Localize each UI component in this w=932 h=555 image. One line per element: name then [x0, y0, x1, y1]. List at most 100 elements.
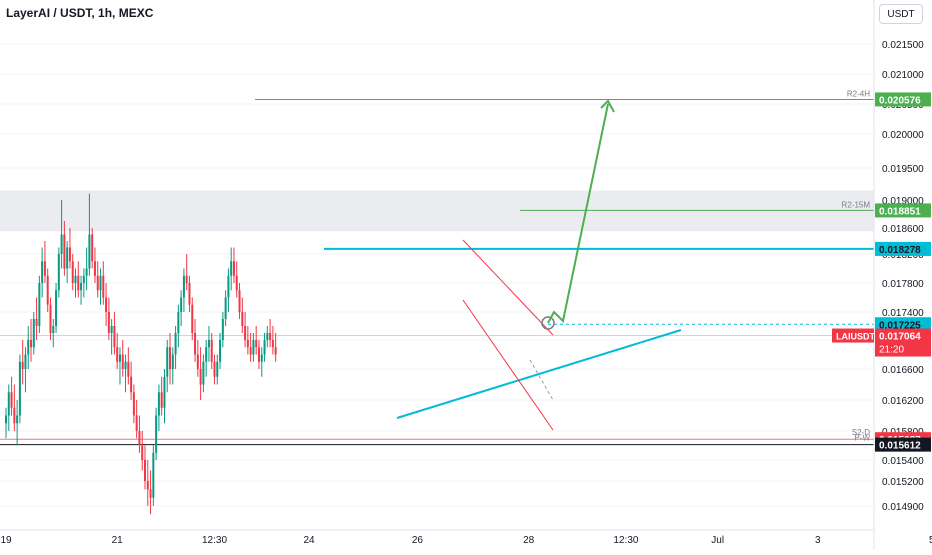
time-tick-label: 24 — [303, 535, 315, 546]
candle-body — [221, 319, 224, 340]
time-tick-label: Jul — [711, 535, 724, 546]
channel-upper-line — [462, 239, 554, 336]
candle-body — [77, 275, 80, 291]
price-tick-label: 0.016200 — [882, 396, 924, 407]
candle-body — [88, 234, 91, 269]
price-tick-label: 0.018600 — [882, 224, 924, 235]
candle-body — [113, 326, 116, 348]
candle-body — [55, 290, 58, 326]
price-badge-bg — [875, 203, 931, 218]
projected-path — [547, 103, 609, 324]
candle-body — [146, 481, 149, 490]
candle-body — [255, 340, 258, 348]
candle-body — [57, 254, 60, 291]
time-tick-label: 12:30 — [613, 535, 638, 546]
candle-body — [202, 361, 205, 385]
candle-body — [43, 261, 46, 276]
candle-body — [238, 290, 241, 312]
candle-body — [230, 261, 233, 276]
time-tick-label: 28 — [523, 535, 535, 546]
candle-body — [16, 415, 19, 424]
candle-body — [46, 275, 49, 305]
price-badge-value: 0.018851 — [879, 206, 921, 217]
price-tick-label: 0.016600 — [882, 365, 924, 376]
candle-body — [266, 333, 269, 340]
candle-body — [68, 247, 71, 262]
price-axis-bg — [874, 0, 932, 550]
price-tick-label: 0.015400 — [882, 456, 924, 467]
time-tick-label: 3 — [815, 535, 821, 546]
currency-selector[interactable]: USDT — [879, 4, 923, 24]
candle-body — [196, 354, 199, 369]
candle-body — [252, 340, 255, 355]
candles — [5, 193, 277, 515]
symbol-badge-bg — [832, 328, 874, 343]
time-tick-label: 19 — [0, 535, 12, 546]
candle-body — [205, 347, 208, 362]
time-tick-label: 12:30 — [202, 535, 227, 546]
candle-body — [74, 275, 77, 283]
candle-body — [274, 347, 277, 355]
candle-body — [5, 415, 7, 424]
candle-body — [66, 247, 69, 269]
level-label: R2-15M — [842, 200, 871, 209]
candle-body — [155, 415, 158, 453]
candle-body — [171, 354, 174, 369]
candle-body — [107, 312, 110, 333]
price-badge-value: 0.018278 — [879, 245, 921, 256]
level-label: R2-4H — [847, 89, 870, 98]
candle-body — [271, 340, 274, 348]
countdown-timer: 21:20 — [879, 345, 904, 356]
candle-body — [32, 319, 35, 348]
candle-body — [163, 376, 166, 408]
candle-body — [157, 392, 160, 416]
candle-body — [213, 361, 216, 377]
price-tick-label: 0.015200 — [882, 477, 924, 488]
price-tick-label: 0.021000 — [882, 70, 924, 81]
price-badge-bg — [875, 92, 931, 107]
candle-body — [199, 369, 202, 385]
candle-body — [118, 354, 121, 362]
candle-body — [82, 275, 85, 283]
projected-arrowhead — [600, 99, 615, 113]
candle-body — [60, 234, 63, 254]
current-price-value: 0.017064 — [879, 332, 921, 343]
candle-body — [166, 347, 169, 377]
price-tick-label: 0.017800 — [882, 279, 924, 290]
candle-body — [194, 333, 197, 355]
price-badge-bg — [875, 241, 931, 256]
chart-title: LayerAI / USDT, 1h, MEXC — [6, 6, 154, 20]
price-tick-label: 0.020000 — [882, 130, 924, 141]
candle-body — [227, 275, 230, 298]
symbol-badge-text: LAIUSDT — [836, 332, 875, 342]
candle-body — [241, 312, 244, 326]
time-tick-label: 26 — [412, 535, 424, 546]
candle-body — [127, 361, 130, 377]
candle-body — [49, 304, 52, 333]
price-badge-bg — [875, 317, 931, 332]
candle-body — [130, 376, 133, 393]
candle-body — [185, 275, 188, 283]
candle-body — [174, 333, 177, 355]
candle-body — [93, 261, 96, 276]
candle-body — [80, 283, 83, 291]
candle-body — [152, 452, 155, 498]
candle-body — [24, 354, 27, 369]
price-badge: 0.018278 — [875, 241, 931, 256]
price-badge: 0.018851 — [875, 203, 931, 218]
candle-body — [21, 361, 24, 369]
candle-body — [235, 275, 238, 291]
time-tick-label: 21 — [112, 535, 124, 546]
candle-body — [85, 268, 88, 276]
current-price-badge: LAIUSDT 0.017064 21:20 — [832, 328, 931, 357]
candle-body — [191, 304, 194, 333]
time-tick-label: 5 — [929, 535, 932, 546]
candle-body — [257, 347, 260, 362]
candle-body — [269, 333, 272, 340]
candle-body — [244, 326, 247, 340]
candle-body — [35, 319, 38, 326]
candle-body — [52, 326, 55, 333]
pw-label: P-W — [854, 434, 870, 443]
